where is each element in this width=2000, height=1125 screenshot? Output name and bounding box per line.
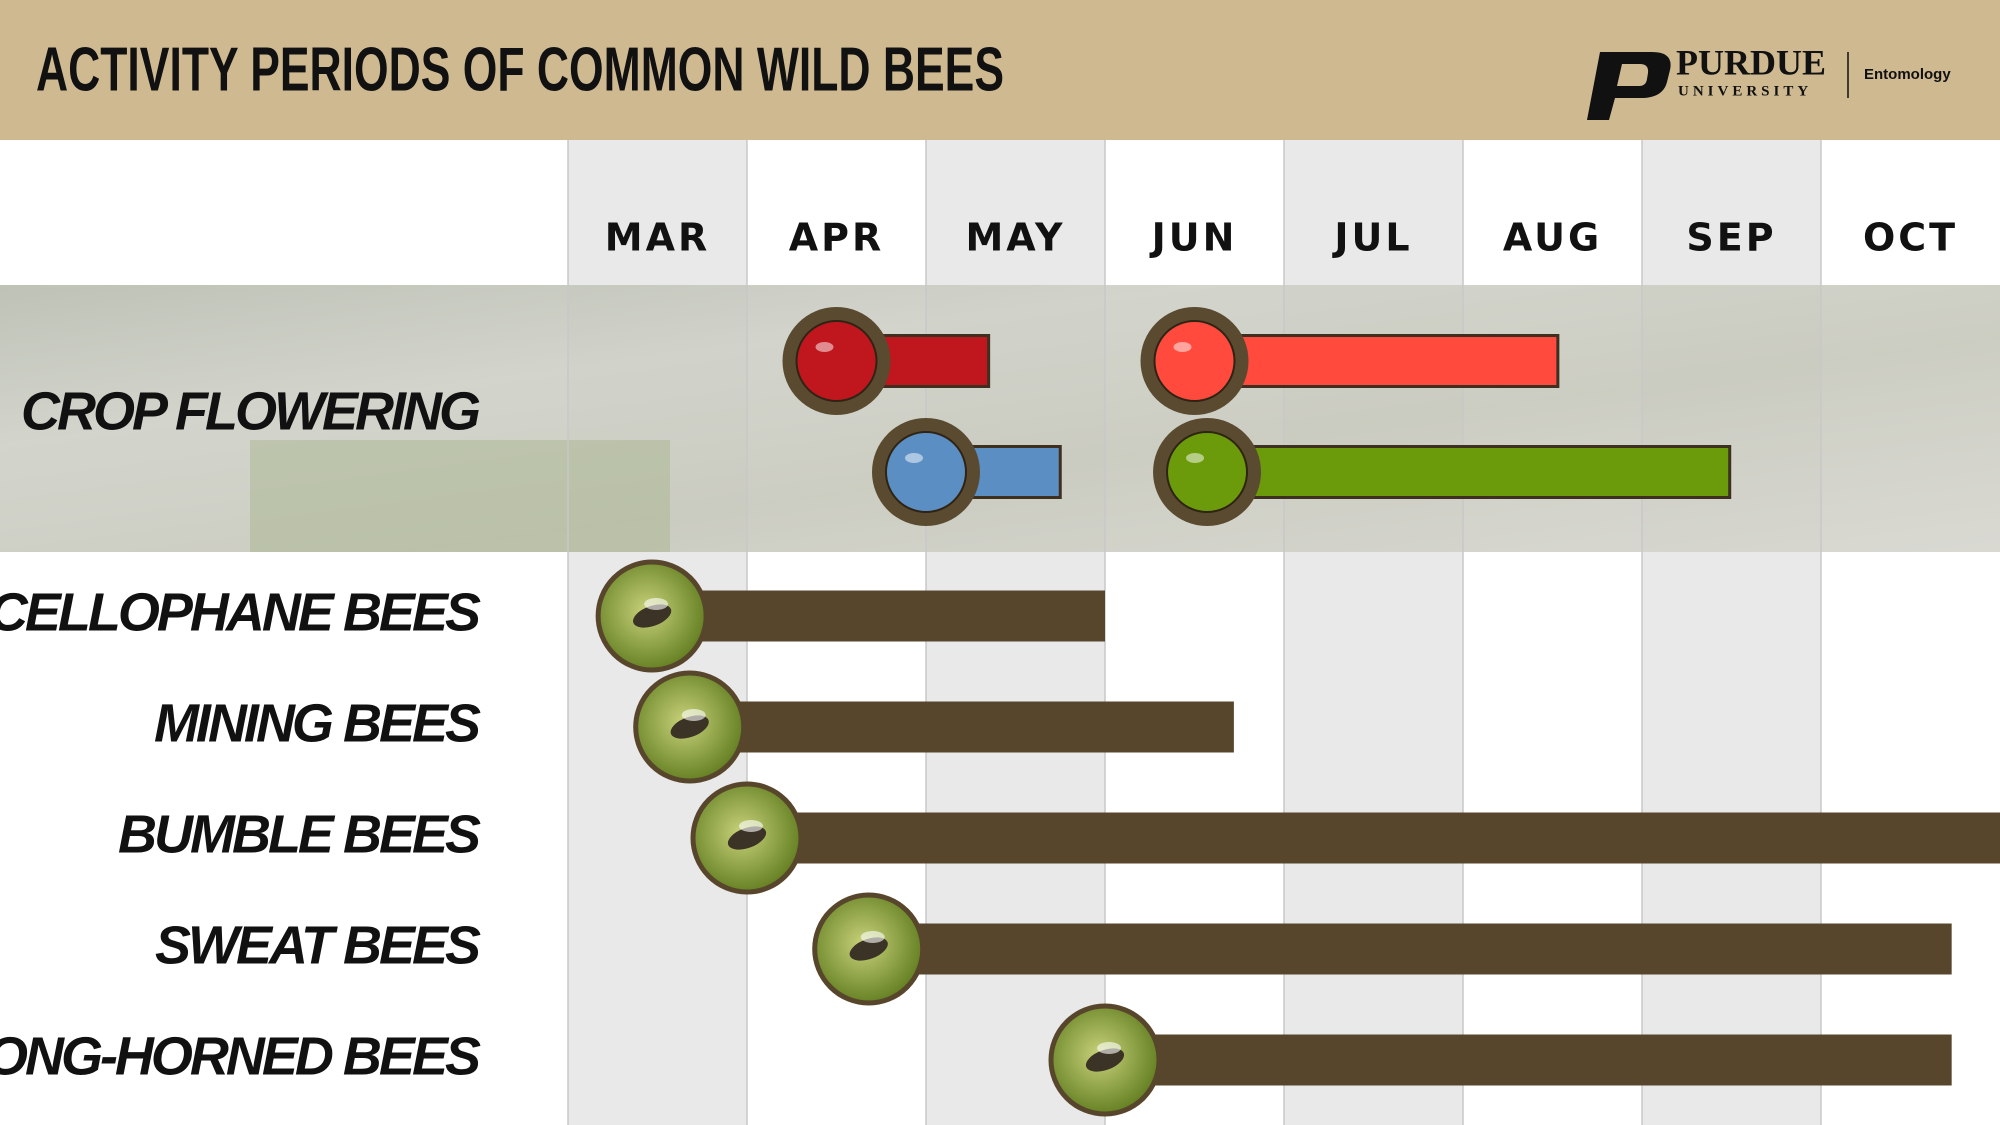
month-label: JUL <box>1331 216 1412 260</box>
bee-body <box>633 604 672 628</box>
row-label: BUMBLE BEES <box>118 804 481 864</box>
logo-sub: UNIVERSITY <box>1678 83 1812 99</box>
row-label: MINING BEES <box>154 693 481 753</box>
crop-label: CROP FLOWERING <box>21 381 480 441</box>
row-label: SWEAT BEES <box>155 915 481 975</box>
activity-bar <box>1105 1034 1952 1086</box>
crop-icon-shine <box>905 453 923 463</box>
logo-dept: Entomology <box>1864 66 1951 83</box>
activity-bar <box>652 590 1105 642</box>
crop-bar <box>1205 445 1732 499</box>
bee-wing <box>739 820 763 832</box>
month-label: OCT <box>1863 216 1958 260</box>
crop-icon-shine <box>1186 453 1205 463</box>
bee-body <box>727 826 767 850</box>
month-label: APR <box>789 216 885 260</box>
month-label: MAR <box>605 216 710 260</box>
month-label: JUN <box>1149 216 1238 260</box>
activity-bar <box>747 812 2000 864</box>
bee-wing <box>860 931 885 943</box>
crop-icon-shine <box>815 342 834 352</box>
logo-name: PURDUE <box>1676 42 1826 82</box>
crop-icon-fruit <box>1153 320 1236 402</box>
crop-icon-shine <box>1173 342 1192 352</box>
month-label: SEP <box>1686 216 1776 260</box>
crop-bar <box>1193 334 1560 388</box>
bee-body <box>849 937 888 961</box>
logo-mark <box>1587 52 1671 120</box>
bee-wing <box>1097 1042 1121 1054</box>
month-label: MAY <box>965 216 1065 260</box>
row-label: LONG-HORNED BEES <box>0 1026 481 1086</box>
bee-body <box>1085 1048 1125 1072</box>
plot: MAR APR MAY JUN JUL AUG SEP OCT CROP FLOWERING CE… <box>0 140 2000 1125</box>
month-label: AUG <box>1503 216 1602 260</box>
crop-icon-fruit <box>1166 431 1249 513</box>
bee-wing <box>644 598 669 610</box>
chart-title: ACTIVITY PERIODS OF COMMON WILD BEES <box>36 35 1004 104</box>
bee-wing <box>681 709 706 721</box>
row-label: CELLOPHANE BEES <box>0 582 481 642</box>
crop-icon-fruit <box>885 431 967 513</box>
activity-bar <box>689 701 1234 753</box>
band-path <box>250 440 670 552</box>
activity-bar <box>868 923 1952 975</box>
bee-body <box>670 715 709 739</box>
crop-icon-fruit <box>795 320 878 402</box>
